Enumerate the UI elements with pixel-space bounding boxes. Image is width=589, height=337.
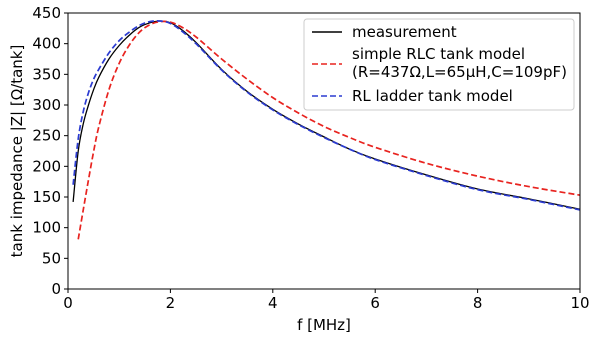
plot-frame [67, 12, 581, 290]
y-axis-label: tank impedance |Z| [Ω/tank] [8, 45, 26, 258]
y-tick-label: 50 [42, 249, 61, 267]
y-axis-ticks: 0 50 100 150 200 250 300 350 400 450 [32, 4, 68, 298]
legend: measurement simple RLC tank model (R=437… [303, 18, 575, 111]
x-tick-label: 8 [473, 294, 483, 312]
legend-label-measurement: measurement [352, 23, 457, 41]
legend-label-rlc-line1: simple RLC tank model [352, 45, 525, 63]
y-tick-label: 450 [32, 4, 61, 22]
y-tick-label: 250 [32, 127, 61, 145]
legend-label-ladder: RL ladder tank model [352, 87, 513, 105]
x-axis-label: f [MHz] [297, 316, 351, 334]
legend-box [303, 18, 575, 111]
y-tick-label: 300 [32, 96, 61, 114]
x-tick-label: 10 [570, 294, 589, 312]
y-tick-label: 100 [32, 219, 61, 237]
y-tick-label: 0 [51, 280, 61, 298]
y-tick-label: 400 [32, 35, 61, 53]
y-tick-label: 350 [32, 65, 61, 83]
x-tick-label: 6 [370, 294, 380, 312]
x-tick-label: 4 [268, 294, 278, 312]
series-simple-rlc-line [77, 20, 581, 240]
legend-label-rlc-line2: (R=437Ω,L=65μH,C=109pF) [352, 63, 567, 81]
x-axis-ticks: 0 2 4 6 8 10 [63, 289, 589, 312]
series-rl-ladder-line [72, 19, 581, 211]
y-tick-label: 200 [32, 157, 61, 175]
x-tick-label: 0 [63, 294, 73, 312]
x-tick-label: 2 [166, 294, 176, 312]
plot-lines [72, 19, 581, 240]
y-tick-label: 150 [32, 188, 61, 206]
